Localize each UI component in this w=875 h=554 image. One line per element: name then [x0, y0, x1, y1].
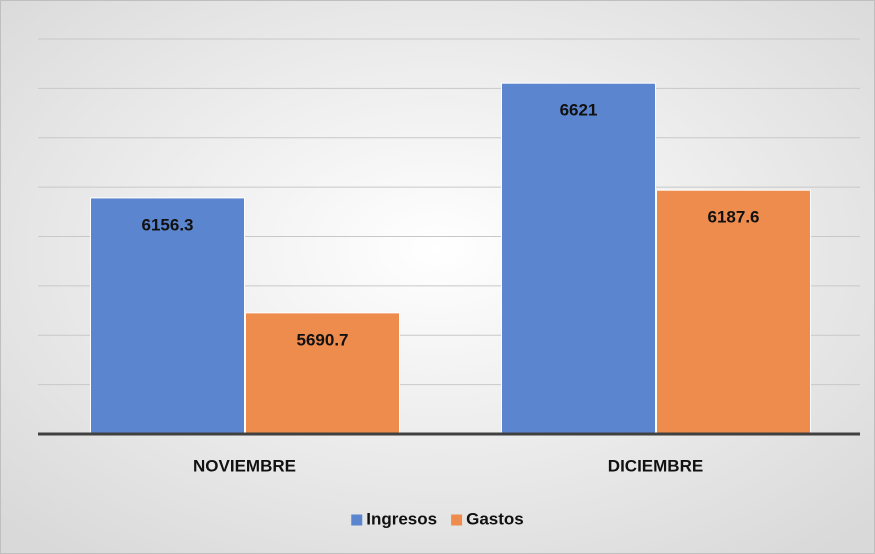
legend-swatch [351, 514, 363, 526]
bar [90, 197, 245, 435]
data-label: 6621 [560, 101, 598, 120]
data-label: 6187.6 [708, 208, 760, 227]
legend-label: Ingresos [366, 509, 437, 528]
bar [501, 82, 656, 435]
bar [656, 189, 811, 435]
legend-swatch [451, 514, 463, 526]
x-tick-label: NOVIEMBRE [193, 456, 296, 475]
data-label: 6156.3 [142, 215, 194, 234]
data-label: 5690.7 [297, 330, 349, 349]
x-tick-label: DICIEMBRE [608, 456, 703, 475]
legend-label: Gastos [466, 509, 524, 528]
